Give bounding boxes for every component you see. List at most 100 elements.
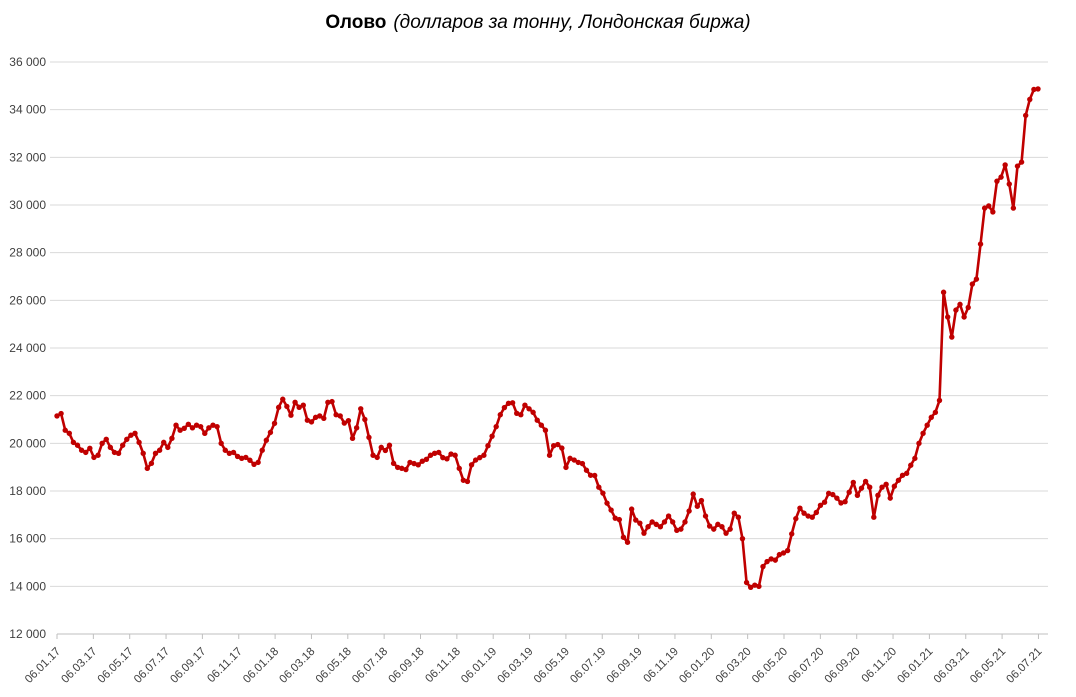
data-point-marker <box>243 454 249 461</box>
data-point-marker <box>789 531 795 537</box>
data-point-marker <box>559 445 565 451</box>
data-point-marker <box>858 485 865 491</box>
data-point-marker <box>144 465 150 472</box>
x-axis-label: 06.03.19 <box>496 646 536 686</box>
data-point-marker <box>842 499 848 505</box>
data-point-marker <box>641 530 647 536</box>
data-point-marker <box>189 425 196 431</box>
data-point-marker <box>768 556 774 562</box>
data-point-marker <box>637 520 643 526</box>
data-point-marker <box>271 420 278 427</box>
data-point-marker <box>386 442 393 448</box>
data-point-marker <box>715 521 721 528</box>
data-point-marker <box>961 314 967 320</box>
x-axis-label: 06.03.21 <box>932 646 972 686</box>
data-point-marker <box>567 455 573 462</box>
data-point-marker <box>986 203 992 209</box>
data-point-marker <box>74 442 81 448</box>
data-point-marker <box>891 483 898 489</box>
data-point-marker <box>284 403 290 410</box>
data-point-marker <box>546 452 553 458</box>
y-axis-label: 14 000 <box>9 579 46 593</box>
data-point-marker <box>489 433 495 439</box>
data-point-marker <box>653 521 659 528</box>
data-point-marker <box>193 422 200 428</box>
data-point-marker <box>924 422 930 428</box>
data-point-marker <box>555 441 561 448</box>
data-point-marker <box>895 477 902 483</box>
data-point-marker <box>612 515 618 521</box>
y-axis-label: 16 000 <box>9 532 46 546</box>
data-point-marker <box>66 430 73 437</box>
data-point-marker <box>436 449 442 456</box>
data-point-marker <box>575 459 581 466</box>
data-point-marker <box>497 412 503 418</box>
y-axis-label: 24 000 <box>9 341 46 355</box>
data-point-marker <box>694 503 701 509</box>
y-axis-label: 12 000 <box>9 627 46 641</box>
x-axis-label: 06.05.19 <box>532 646 572 686</box>
data-point-marker <box>1027 96 1033 103</box>
data-point-marker <box>608 507 614 513</box>
data-point-marker <box>91 454 97 461</box>
data-point-marker <box>953 307 959 313</box>
data-point-marker <box>70 439 77 446</box>
data-point-marker <box>908 462 914 468</box>
y-axis-label: 20 000 <box>9 436 46 450</box>
data-point-marker <box>940 289 947 295</box>
data-point-marker <box>834 495 840 501</box>
data-point-marker <box>756 583 762 590</box>
data-point-marker <box>801 510 807 516</box>
data-point-marker <box>879 484 885 490</box>
data-point-marker <box>329 398 335 405</box>
x-axis-label: 06.09.17 <box>168 646 208 686</box>
data-point-marker <box>107 444 114 451</box>
data-point-marker <box>140 450 146 457</box>
data-point-marker <box>809 514 815 520</box>
x-axis-label: 06.07.19 <box>568 646 608 686</box>
data-point-marker <box>83 449 89 456</box>
data-point-marker <box>296 404 302 411</box>
data-point-marker <box>321 415 327 422</box>
data-point-marker <box>165 444 171 451</box>
data-point-marker <box>932 409 939 416</box>
data-point-marker <box>587 472 594 478</box>
data-point-marker <box>936 397 943 404</box>
data-point-marker <box>1035 86 1041 92</box>
data-point-marker <box>353 425 360 431</box>
data-point-marker <box>185 421 192 427</box>
data-point-marker <box>263 437 270 443</box>
x-axis-label: 06.09.19 <box>605 646 645 686</box>
data-point-marker <box>678 526 684 532</box>
data-point-marker <box>977 241 984 247</box>
data-point-marker <box>1031 86 1037 93</box>
data-point-marker <box>448 451 454 457</box>
data-point-marker <box>464 478 471 485</box>
data-point-marker <box>206 425 212 431</box>
data-point-marker <box>752 582 758 588</box>
data-point-marker <box>862 478 869 485</box>
data-point-marker <box>349 435 356 442</box>
data-point-marker <box>103 436 109 442</box>
data-point-marker <box>739 535 746 542</box>
chart-title-main: Олово <box>325 12 387 33</box>
data-point-marker <box>514 410 520 416</box>
y-axis-label: 26 000 <box>9 293 46 307</box>
data-point-marker <box>423 456 430 462</box>
data-point-marker <box>583 467 590 473</box>
data-point-marker <box>337 413 343 419</box>
data-point-marker <box>596 484 602 490</box>
data-point-marker <box>526 406 532 412</box>
data-point-marker <box>234 453 241 460</box>
price-line <box>55 87 1040 589</box>
data-point-marker <box>969 281 976 287</box>
data-point-marker <box>481 452 487 458</box>
data-point-marker <box>903 470 910 477</box>
data-point-marker <box>825 490 832 497</box>
data-point-marker <box>267 429 274 436</box>
data-point-marker <box>304 417 311 423</box>
data-point-marker <box>538 422 545 428</box>
data-point-marker <box>628 506 635 512</box>
data-point-marker <box>177 427 183 433</box>
